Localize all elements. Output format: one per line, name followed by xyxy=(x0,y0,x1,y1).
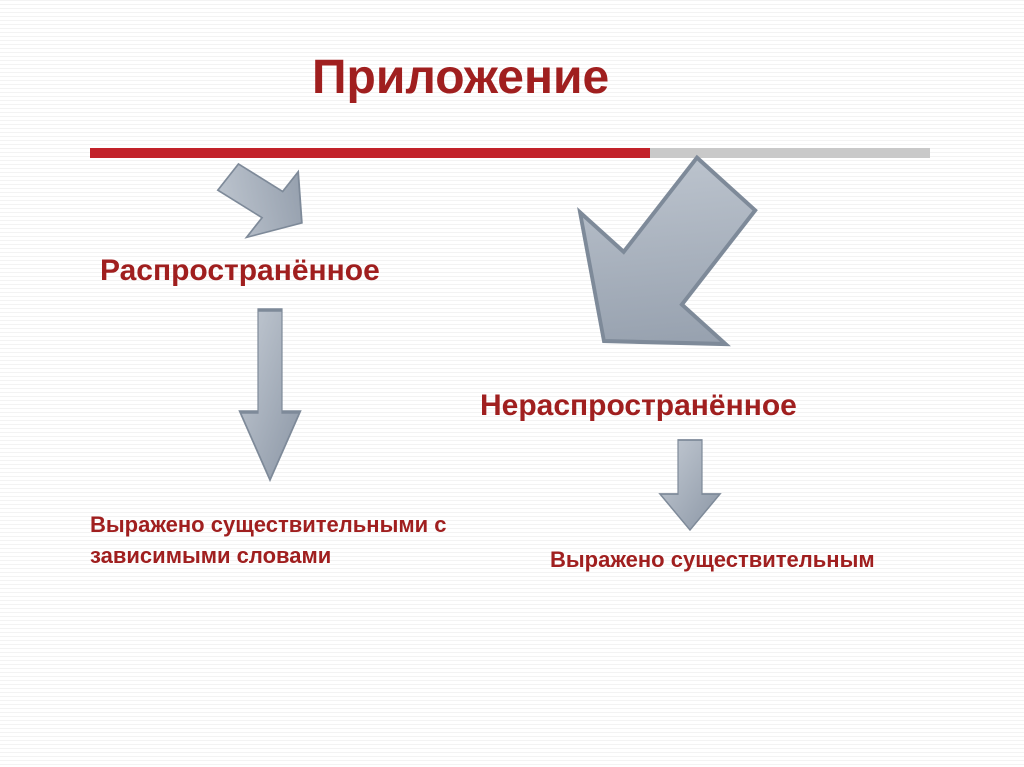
arrow-top-left xyxy=(220,160,310,240)
divider-red xyxy=(90,148,650,158)
left-description: Выражено существительными с зависимыми с… xyxy=(90,510,450,572)
right-description: Выражено существительным xyxy=(550,545,890,576)
arrow-top-right xyxy=(570,160,760,365)
left-branch-label: Распространённое xyxy=(100,250,380,292)
right-branch-label: Нераспространённое xyxy=(480,385,797,427)
arrow-mid-right xyxy=(660,440,720,530)
divider-gray xyxy=(650,148,930,158)
arrow-mid-left xyxy=(240,310,300,480)
slide-title: Приложение xyxy=(312,50,609,105)
title-divider xyxy=(90,148,930,158)
diagram-layer: Приложение xyxy=(0,0,1024,767)
